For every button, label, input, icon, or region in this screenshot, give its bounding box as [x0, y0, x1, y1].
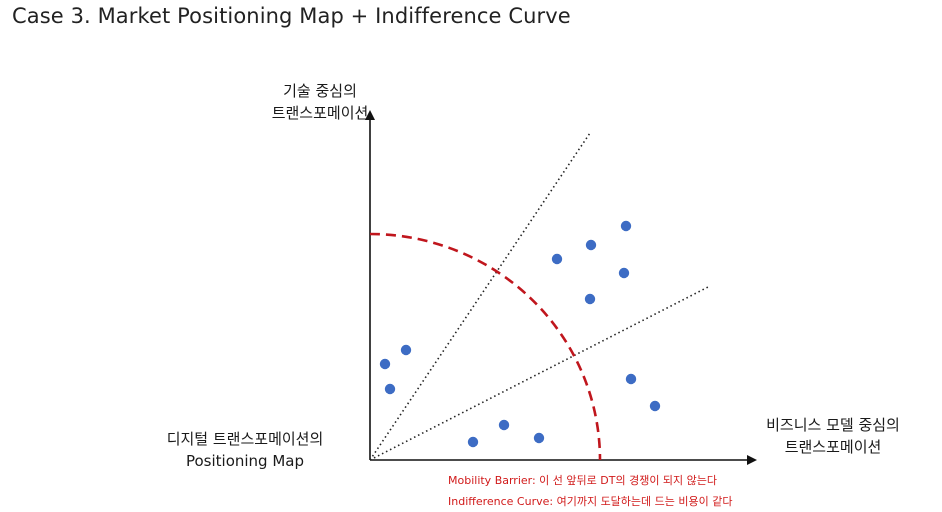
company-dot	[625, 373, 637, 385]
company-dot	[384, 383, 396, 395]
y-axis-label-line2: 트랜스포메이션	[271, 104, 369, 122]
y-axis-label: 기술 중심의 트랜스포메이션	[250, 80, 390, 124]
positioning-map-label-line1: 디지털 트랜스포메이션의	[166, 430, 324, 448]
company-dot	[533, 432, 545, 444]
company-dots	[379, 220, 661, 448]
mobility-barrier-note: Mobility Barrier: 이 선 앞뒤로 DT의 경쟁이 되지 않는다	[448, 474, 718, 487]
company-dot	[551, 253, 563, 265]
x-axis-label: 비즈니스 모델 중심의 트랜스포메이션	[748, 414, 918, 458]
indifference-curve	[369, 232, 602, 461]
mobility-barrier-line-upper	[369, 132, 591, 461]
company-dot	[498, 419, 510, 431]
indifference-curve-note: Indifference Curve: 여기까지 도달하는데 드는 비용이 같다	[448, 495, 733, 508]
mobility-barrier-line-lower	[369, 285, 711, 461]
x-axis-label-line2: 트랜스포메이션	[784, 438, 882, 456]
company-dot	[620, 220, 632, 232]
x-axis-label-line1: 비즈니스 모델 중심의	[766, 416, 900, 434]
company-dot	[649, 400, 661, 412]
company-dot	[379, 358, 391, 370]
positioning-map-label: 디지털 트랜스포메이션의 Positioning Map	[140, 428, 350, 472]
company-dot	[618, 267, 630, 279]
positioning-map-label-line2: Positioning Map	[185, 452, 305, 470]
company-dot	[467, 436, 479, 448]
page-title: Case 3. Market Positioning Map + Indiffe…	[12, 4, 571, 28]
company-dot	[585, 239, 597, 251]
company-dot	[400, 344, 412, 356]
y-axis-label-line1: 기술 중심의	[283, 82, 357, 100]
company-dot	[584, 293, 596, 305]
